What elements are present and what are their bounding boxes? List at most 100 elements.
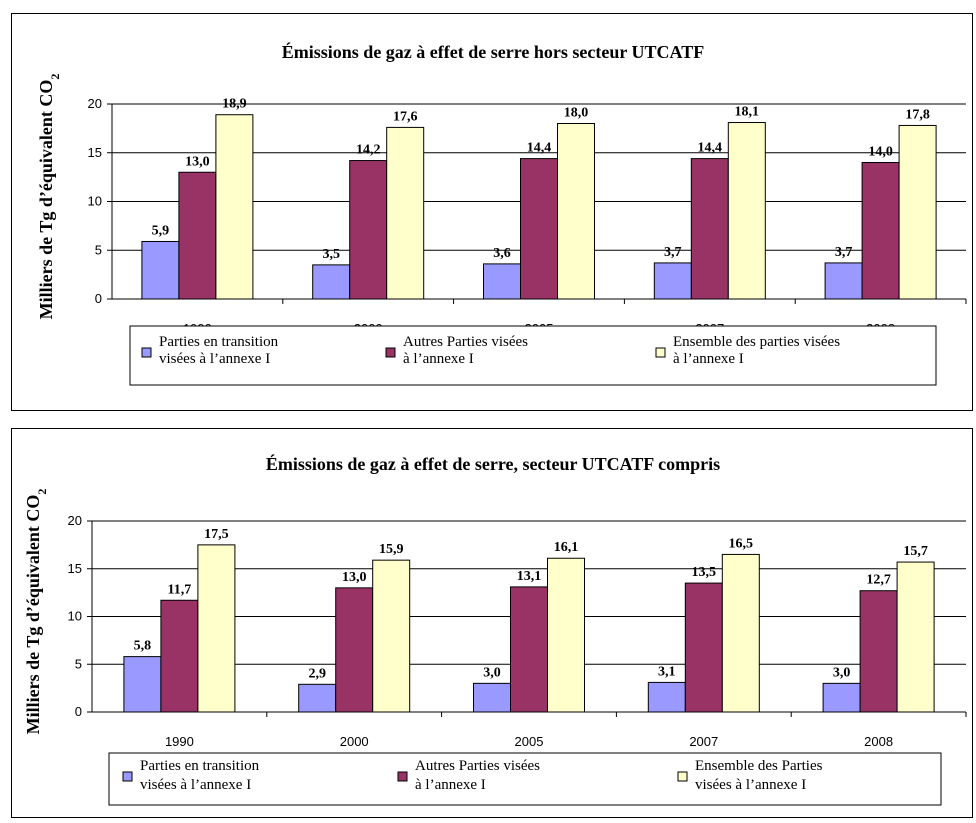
y-axis-label: Milliers de Tg d’équivalent CO2 xyxy=(23,489,49,735)
y-tick-label: 0 xyxy=(75,704,82,719)
data-label: 18,9 xyxy=(222,97,247,112)
data-label: 3,7 xyxy=(835,245,853,260)
data-label: 3,5 xyxy=(322,247,340,262)
y-axis-label-subscript: 2 xyxy=(48,74,62,80)
bar xyxy=(557,123,595,300)
data-label: 13,0 xyxy=(185,154,210,169)
bar xyxy=(647,681,686,713)
legend-label: Ensemble des Parties xyxy=(695,758,823,774)
legend-label: Ensemble des parties visées xyxy=(673,334,840,350)
data-label: 17,5 xyxy=(204,527,229,542)
chart-bottom: Émissions de gaz à effet de serre, secte… xyxy=(23,453,967,806)
x-category-label: 2000 xyxy=(340,734,369,749)
bar xyxy=(123,656,162,713)
data-label: 3,0 xyxy=(833,665,851,680)
y-tick-label: 0 xyxy=(95,291,102,306)
legend-label: à l’annexe I xyxy=(403,351,474,367)
data-label: 13,1 xyxy=(517,569,542,584)
chart-title: Émissions de gaz à effet de serre hors s… xyxy=(282,41,704,62)
chart-top: Émissions de gaz à effet de serre hors s… xyxy=(36,41,967,386)
bar xyxy=(653,262,692,300)
bar xyxy=(312,264,351,300)
data-label: 18,1 xyxy=(735,105,760,120)
x-category-label: 2007 xyxy=(689,734,718,749)
data-label: 3,0 xyxy=(483,665,501,680)
y-tick-label: 10 xyxy=(68,609,82,624)
x-category-label: 2005 xyxy=(515,734,544,749)
y-axis-label: Milliers de Tg d’équivalent CO2 xyxy=(36,74,62,320)
x-category-label: 2008 xyxy=(864,734,893,749)
bar xyxy=(215,114,254,300)
legend-label: Autres Parties visées xyxy=(403,334,528,350)
bar xyxy=(822,682,861,713)
y-axis-label-subscript: 2 xyxy=(35,489,49,495)
legend-label: visées à l’annexe I xyxy=(695,777,806,793)
bar xyxy=(510,586,548,713)
bar xyxy=(197,544,236,713)
y-tick-label: 20 xyxy=(88,96,102,111)
bar xyxy=(861,162,900,300)
data-label: 13,5 xyxy=(692,565,717,580)
bar xyxy=(141,240,180,300)
bar xyxy=(896,561,935,713)
legend-swatch xyxy=(655,347,666,358)
bar xyxy=(547,557,585,713)
bar xyxy=(160,599,199,713)
bar xyxy=(690,158,729,300)
data-label: 15,9 xyxy=(379,542,404,557)
data-label: 14,0 xyxy=(868,145,893,160)
data-label: 11,7 xyxy=(168,582,192,597)
bar xyxy=(372,559,411,713)
data-label: 16,1 xyxy=(554,540,579,555)
bar xyxy=(684,582,723,713)
legend-box xyxy=(108,752,942,806)
bar xyxy=(898,124,937,300)
data-label: 3,7 xyxy=(664,245,682,260)
data-label: 14,2 xyxy=(356,143,381,158)
legend-box xyxy=(129,325,937,386)
data-label: 14,4 xyxy=(698,141,723,156)
bar xyxy=(335,587,374,713)
data-label: 18,0 xyxy=(564,106,589,121)
legend-swatch xyxy=(122,771,133,782)
legend-swatch xyxy=(141,347,152,358)
y-tick-label: 5 xyxy=(95,242,102,257)
bar xyxy=(473,682,511,713)
bar xyxy=(721,553,760,713)
bar xyxy=(727,122,766,300)
bar xyxy=(298,683,337,713)
legend-label: Autres Parties visées xyxy=(415,758,540,774)
y-tick-label: 15 xyxy=(68,561,82,576)
data-label: 13,0 xyxy=(342,570,367,585)
legend-swatch xyxy=(385,347,396,358)
bar xyxy=(824,262,863,300)
data-label: 17,6 xyxy=(393,109,418,124)
bar xyxy=(520,158,558,300)
bar xyxy=(178,171,217,300)
y-tick-label: 15 xyxy=(88,145,102,160)
data-label: 16,5 xyxy=(729,536,754,551)
chart-panel-bottom: Émissions de gaz à effet de serre, secte… xyxy=(11,428,973,818)
legend-label: visées à l’annexe I xyxy=(159,351,270,367)
data-label: 3,1 xyxy=(658,664,676,679)
y-tick-label: 20 xyxy=(68,513,82,528)
x-category-label: 1990 xyxy=(165,734,194,749)
legend-label: Parties en transition xyxy=(140,758,260,774)
chart-panel-top: Émissions de gaz à effet de serre hors s… xyxy=(11,13,973,411)
legend-label: à l’annexe I xyxy=(415,777,486,793)
data-label: 5,8 xyxy=(134,639,152,654)
data-label: 14,4 xyxy=(527,141,552,156)
y-tick-label: 5 xyxy=(75,656,82,671)
data-label: 2,9 xyxy=(308,666,326,681)
bar xyxy=(483,263,521,300)
legend-label: visées à l’annexe I xyxy=(140,777,251,793)
legend-label: à l’annexe I xyxy=(673,351,744,367)
data-label: 17,8 xyxy=(905,107,930,122)
bar xyxy=(859,590,898,713)
bar xyxy=(386,126,425,300)
chart-title: Émissions de gaz à effet de serre, secte… xyxy=(266,453,720,474)
legend-swatch xyxy=(677,771,688,782)
data-label: 3,6 xyxy=(493,246,511,261)
legend-label: Parties en transition xyxy=(159,334,279,350)
data-label: 15,7 xyxy=(903,544,928,559)
